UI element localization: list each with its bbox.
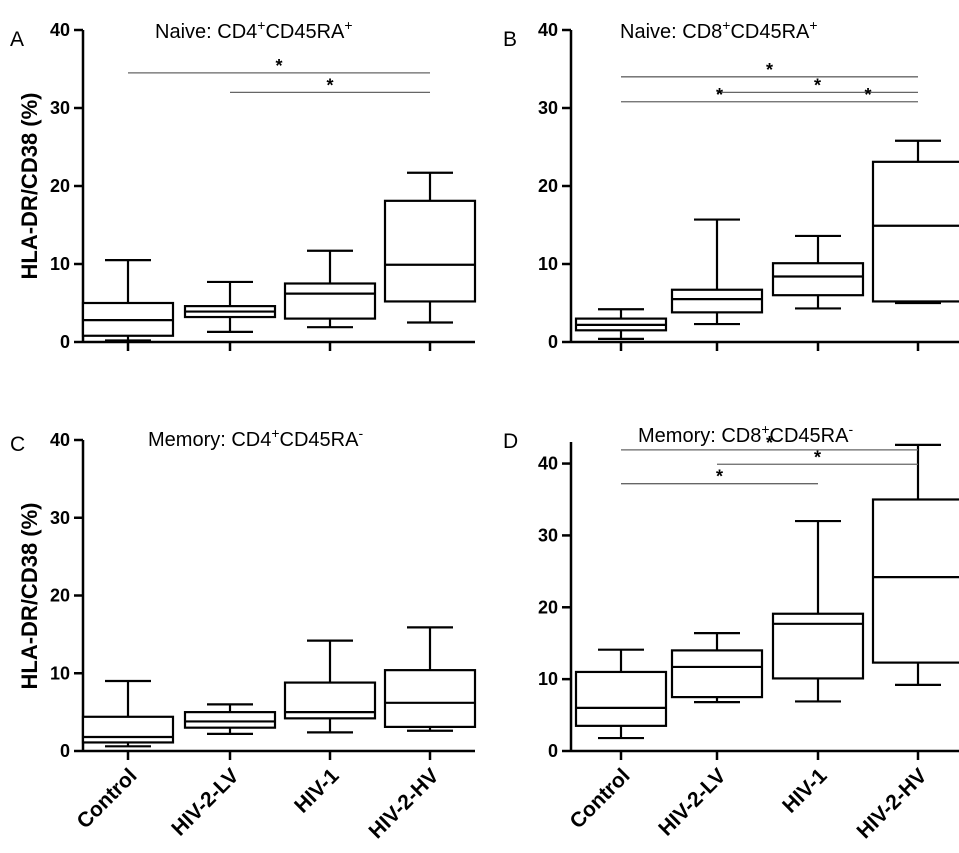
box-hiv-2-lv xyxy=(670,632,764,704)
panel-title: Memory: CD8+CD45RA- xyxy=(638,421,853,447)
y-tick-label: 10 xyxy=(50,663,70,683)
title-superscript: + xyxy=(344,17,352,33)
title-superscript: + xyxy=(722,17,730,33)
title-text: CD45RA xyxy=(770,425,850,447)
y-tick-label: 10 xyxy=(50,254,70,274)
title-text: Naive: CD4 xyxy=(155,21,257,43)
significance-star: * xyxy=(326,75,333,95)
box-control xyxy=(81,679,175,748)
box-iqr xyxy=(670,288,764,314)
title-superscript: + xyxy=(761,421,769,437)
significance-star: * xyxy=(716,85,723,105)
box-hiv-2-lv xyxy=(670,218,764,326)
panel-letter: A xyxy=(10,28,24,51)
box-iqr xyxy=(383,199,477,303)
box-hiv-2-hv xyxy=(871,139,959,305)
y-tick-label: 20 xyxy=(538,597,558,617)
panel-title: Memory: CD4+CD45RA- xyxy=(148,425,363,451)
significance-star: * xyxy=(766,60,773,80)
y-tick-label: 0 xyxy=(548,741,558,761)
title-superscript: - xyxy=(358,425,363,441)
significance-star: * xyxy=(275,56,282,76)
title-superscript: + xyxy=(809,17,817,33)
box-hiv-2-hv xyxy=(383,626,477,732)
title-text: CD45RA xyxy=(265,21,345,43)
y-tick-label: 40 xyxy=(50,430,70,450)
box-hiv-1 xyxy=(771,234,865,310)
significance-star: * xyxy=(766,433,773,453)
y-tick-label: 30 xyxy=(538,525,558,545)
x-tick-label: HIV-2-HV xyxy=(853,764,932,843)
box-iqr xyxy=(871,160,959,303)
y-tick-label: 40 xyxy=(50,20,70,40)
box-iqr xyxy=(574,670,668,727)
title-superscript: - xyxy=(848,421,853,437)
y-tick-label: 0 xyxy=(60,332,70,352)
y-tick-label: 30 xyxy=(50,98,70,118)
box-iqr xyxy=(383,669,477,728)
box-hiv-1 xyxy=(283,639,377,734)
box-iqr xyxy=(871,498,959,664)
title-text: CD45RA xyxy=(730,21,810,43)
x-tick-label: HIV-2-LV xyxy=(167,764,243,840)
significance-star: * xyxy=(814,75,821,95)
x-tick-label: HIV-2-HV xyxy=(365,764,444,843)
y-tick-label: 10 xyxy=(538,669,558,689)
title-text: Memory: CD4 xyxy=(148,429,271,451)
y-tick-label: 30 xyxy=(50,508,70,528)
y-tick-label: 0 xyxy=(548,332,558,352)
box-hiv-1 xyxy=(771,519,865,703)
x-tick-label: Control xyxy=(72,764,141,833)
y-tick-label: 30 xyxy=(538,98,558,118)
box-hiv-2-lv xyxy=(183,280,277,333)
box-hiv-2-hv xyxy=(871,443,959,686)
significance-star: * xyxy=(814,447,821,467)
panel-title: Naive: CD8+CD45RA+ xyxy=(620,17,818,43)
box-hiv-2-hv xyxy=(383,171,477,324)
y-tick-label: 0 xyxy=(60,741,70,761)
significance-star: * xyxy=(864,85,871,105)
title-superscript: + xyxy=(271,425,279,441)
panel-letter: C xyxy=(10,433,25,456)
y-tick-label: 10 xyxy=(538,254,558,274)
y-axis-label-bottom: HLA-DR/CD38 (%) xyxy=(17,503,42,690)
x-tick-label: HIV-2-LV xyxy=(654,764,730,840)
box-iqr xyxy=(183,711,277,729)
y-tick-label: 40 xyxy=(538,20,558,40)
panel-letter: B xyxy=(503,28,517,51)
title-text: Naive: CD8 xyxy=(620,21,722,43)
significance-star: * xyxy=(716,467,723,487)
box-control xyxy=(81,259,175,342)
x-tick-label: Control xyxy=(565,764,634,833)
panel-c: C Memory: CD4+CD45RA- 0 10 20 30 40 Control HIV-… xyxy=(10,425,477,843)
box-hiv-2-lv xyxy=(183,703,277,735)
title-text: CD45RA xyxy=(280,429,360,451)
panel-title: Naive: CD4+CD45RA+ xyxy=(155,17,353,43)
y-tick-label: 20 xyxy=(50,586,70,606)
y-tick-label: 40 xyxy=(538,454,558,474)
box-iqr xyxy=(771,262,865,297)
box-control xyxy=(574,308,668,340)
box-iqr xyxy=(81,715,175,744)
x-tick-label: HIV-1 xyxy=(778,764,832,818)
panel-d: D Memory: CD8+CD45RA- 0 10 20 30 40 Control HIV-… xyxy=(503,421,959,843)
box-iqr xyxy=(670,649,764,699)
panel-letter: D xyxy=(503,430,518,453)
y-axis-label-top: HLA-DR/CD38 (%) xyxy=(17,93,42,280)
box-control xyxy=(574,648,668,740)
y-tick-label: 20 xyxy=(538,176,558,196)
box-iqr xyxy=(283,282,377,320)
y-tick-label: 20 xyxy=(50,176,70,196)
title-text: Memory: CD8 xyxy=(638,425,761,447)
x-tick-label: HIV-1 xyxy=(290,764,344,818)
title-superscript: + xyxy=(257,17,265,33)
box-hiv-1 xyxy=(283,249,377,329)
